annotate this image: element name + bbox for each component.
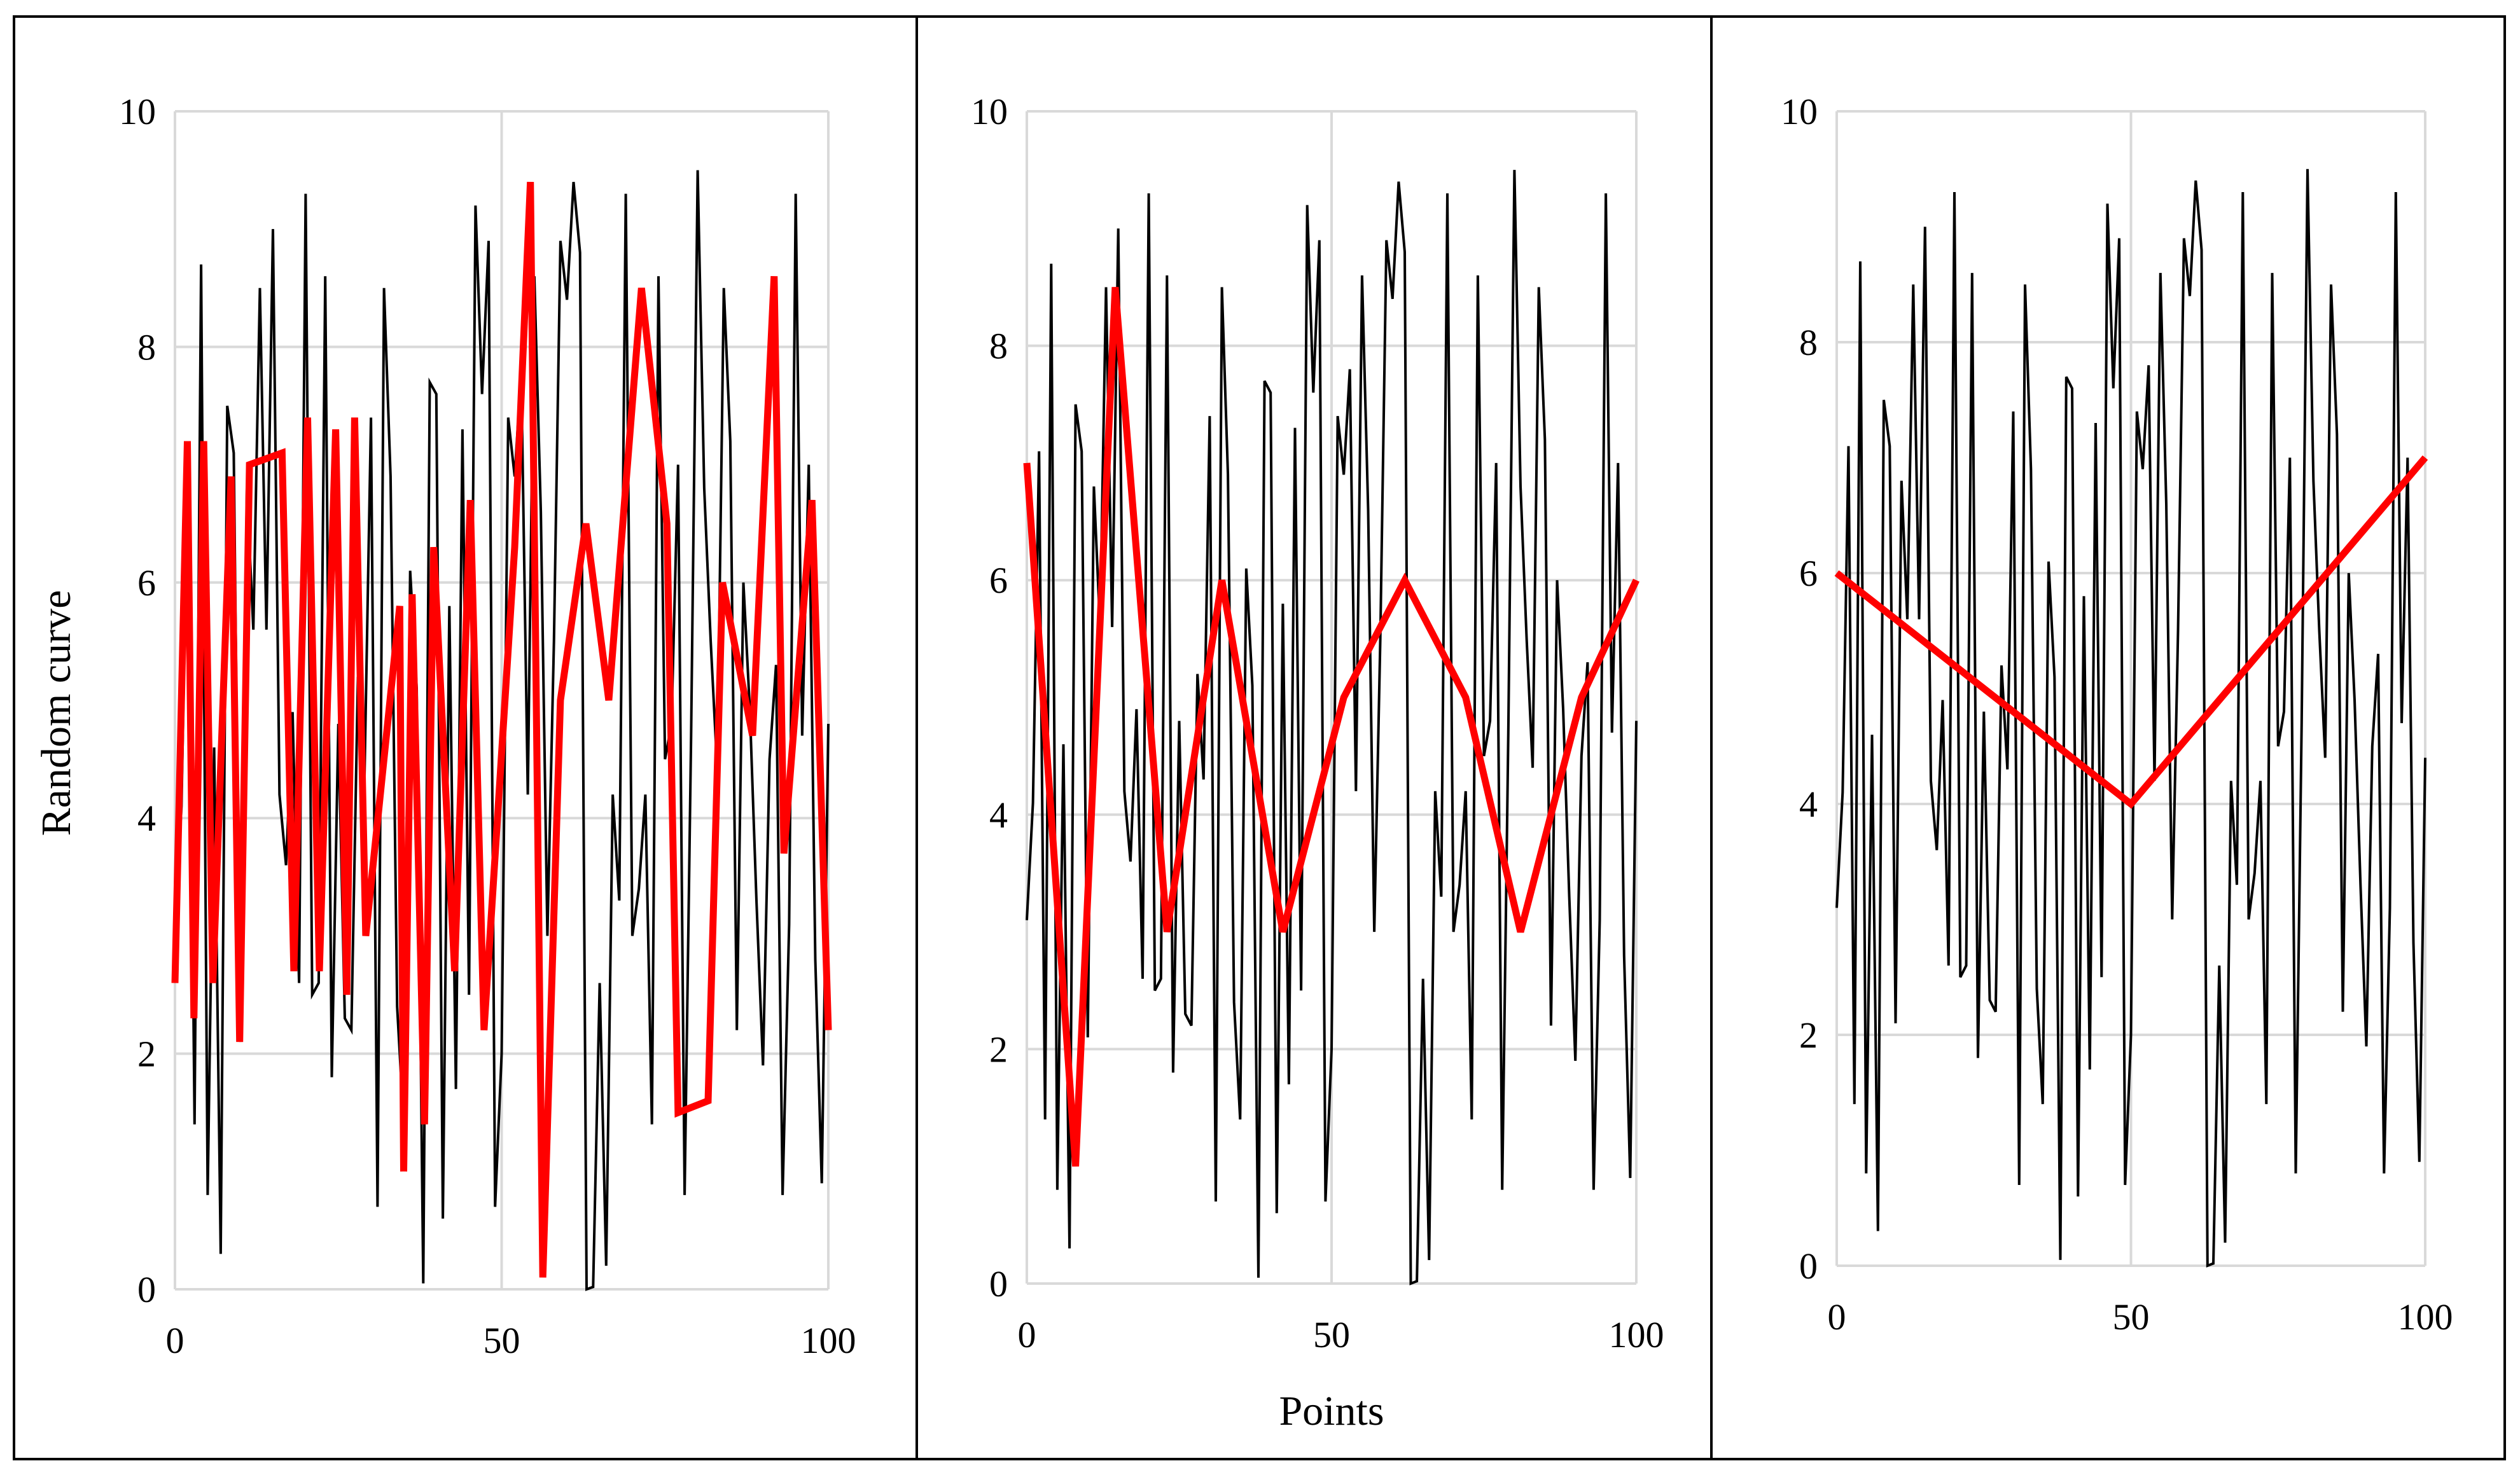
panel-1-y-ticks: 0 2 4 6 8 10 <box>119 91 156 1310</box>
panel-2-y-ticks: 0 2 4 6 8 10 <box>971 91 1008 1305</box>
outer-border <box>13 15 2506 1460</box>
y-tick-label: 10 <box>1781 91 1818 132</box>
y-tick-label: 6 <box>137 562 156 604</box>
x-tick-label: 0 <box>1018 1314 1036 1355</box>
red-series-line <box>1023 287 1639 1167</box>
panel-1-x-ticks: 0 50 100 <box>166 1320 856 1361</box>
y-tick-label: 2 <box>1799 1014 1818 1056</box>
x-tick-label: 0 <box>1828 1296 1846 1338</box>
y-tick-label: 0 <box>1799 1245 1818 1287</box>
black-series-line <box>1835 169 2426 1268</box>
black-series-line <box>1026 170 1638 1285</box>
x-tick-label: 100 <box>1609 1314 1664 1355</box>
y-tick-label: 4 <box>1799 784 1818 825</box>
y-tick-label: 6 <box>989 560 1008 601</box>
panel-1-gridlines <box>174 110 830 1291</box>
panel-2-x-ticks: 0 50 100 <box>1018 1314 1664 1355</box>
x-tick-label: 100 <box>801 1320 856 1361</box>
y-tick-label: 10 <box>971 91 1008 132</box>
y-tick-label: 8 <box>1799 322 1818 363</box>
red-series-line <box>171 181 832 1278</box>
y-axis-title: Random curve <box>33 590 80 836</box>
y-tick-label: 0 <box>989 1263 1008 1305</box>
y-tick-label: 4 <box>137 798 156 839</box>
x-axis-title: Points <box>1279 1388 1384 1434</box>
red-series-line <box>1834 455 2428 809</box>
chart-panel-2: 0 2 4 6 8 10 0 50 100 Points <box>971 91 1664 1434</box>
x-tick-label: 50 <box>2113 1296 2150 1338</box>
y-tick-label: 0 <box>137 1269 156 1310</box>
panel-3-y-ticks: 0 2 4 6 8 10 <box>1781 91 1818 1287</box>
panel-frames <box>13 15 2506 1460</box>
y-tick-label: 8 <box>989 326 1008 367</box>
x-tick-label: 100 <box>2398 1296 2453 1338</box>
y-tick-label: 2 <box>989 1028 1008 1070</box>
y-tick-label: 4 <box>989 794 1008 836</box>
panel-3-gridlines <box>1835 110 2426 1267</box>
y-tick-label: 10 <box>119 91 156 132</box>
panel-2-series <box>1023 170 1639 1285</box>
x-tick-label: 50 <box>484 1320 520 1361</box>
x-tick-label: 50 <box>1313 1314 1350 1355</box>
chart-panel-3: 0 2 4 6 8 10 0 50 100 <box>1781 91 2453 1338</box>
panel-3-series <box>1834 169 2428 1268</box>
y-tick-label: 8 <box>137 326 156 368</box>
x-tick-label: 0 <box>166 1320 184 1361</box>
panel-1-series <box>171 170 832 1291</box>
panel-3-x-ticks: 0 50 100 <box>1828 1296 2453 1338</box>
y-tick-label: 2 <box>137 1034 156 1075</box>
y-tick-label: 6 <box>1799 553 1818 594</box>
chart-panel-1: 0 2 4 6 8 10 0 50 100 Random curve <box>33 91 856 1361</box>
